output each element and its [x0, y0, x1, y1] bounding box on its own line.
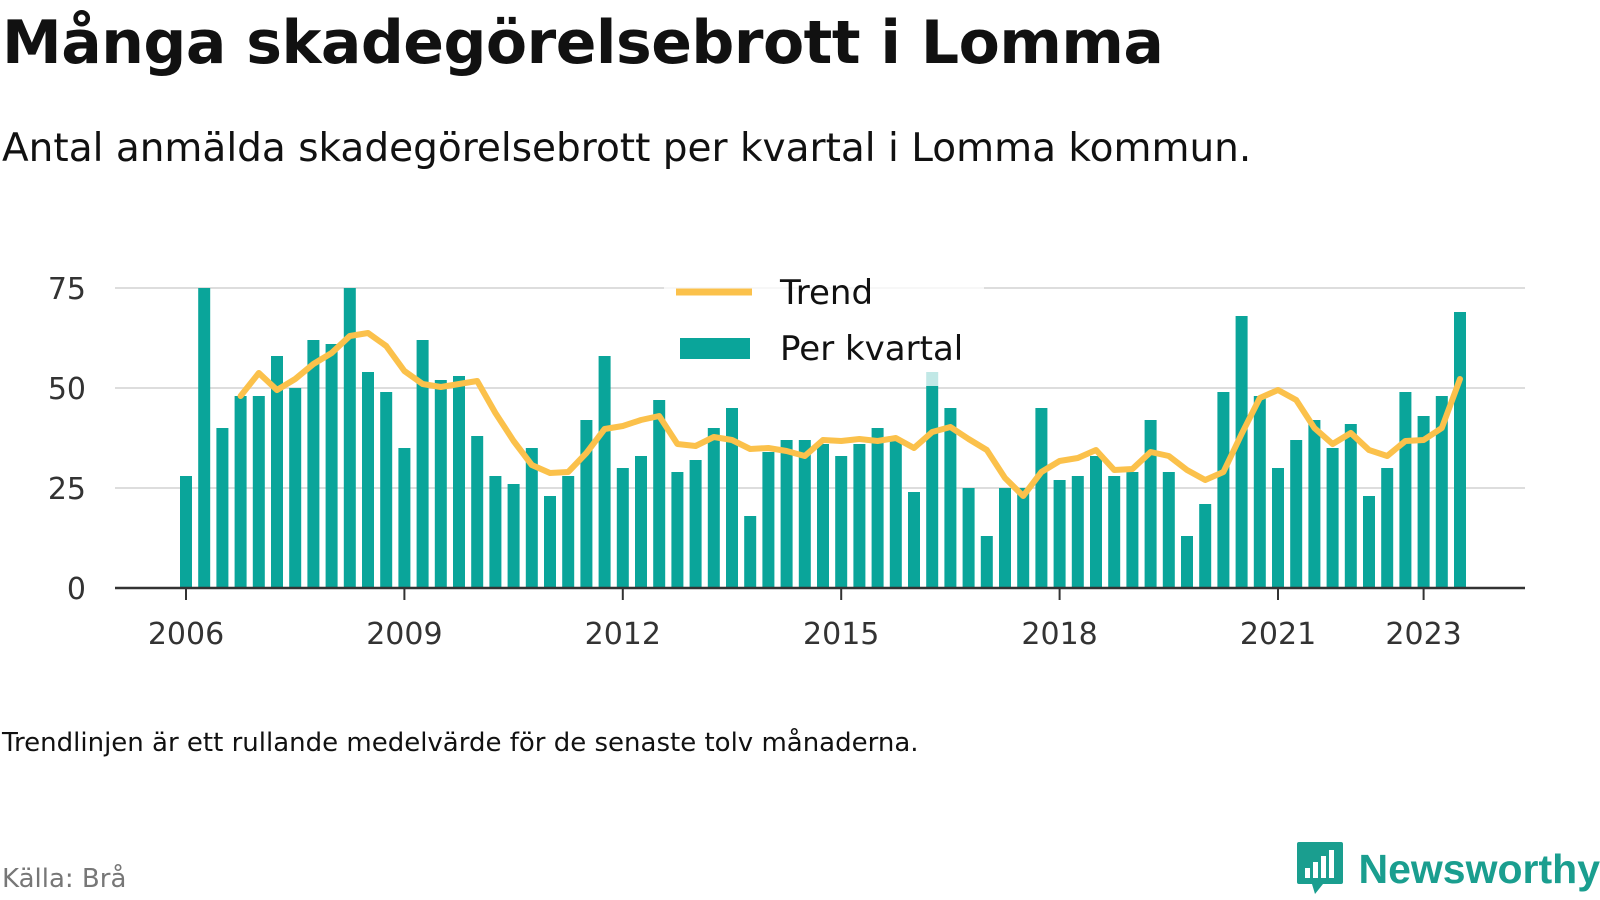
bar	[871, 428, 884, 588]
bar	[1199, 504, 1212, 588]
bar	[289, 388, 302, 588]
bar	[1363, 496, 1375, 588]
bar	[1126, 472, 1139, 588]
trend-line	[237, 330, 1463, 499]
bar	[1235, 316, 1248, 588]
bar	[653, 400, 666, 588]
bar	[544, 496, 556, 588]
bar	[234, 396, 247, 588]
x-axis	[115, 586, 1525, 600]
chart-title: Många skadegörelsebrott i Lomma	[2, 8, 1164, 78]
x-tick-labels: 2006 2009 2012 2015 2018 2021 2023	[148, 617, 1462, 652]
bar	[1071, 476, 1084, 588]
bar	[1326, 448, 1339, 588]
y-tick-label: 50	[48, 372, 86, 407]
bar	[525, 448, 538, 588]
bar	[726, 408, 738, 588]
bar	[853, 444, 866, 588]
bar	[1144, 420, 1157, 588]
bar	[1181, 536, 1193, 588]
bar	[744, 516, 757, 588]
bar	[635, 456, 647, 588]
bar	[689, 460, 702, 588]
bar	[380, 392, 393, 588]
legend-swatch-per-kvartal	[680, 338, 750, 359]
legend-label-trend: Trend	[779, 273, 873, 313]
footnote: Trendlinjen är ett rullande medelvärde f…	[2, 728, 919, 758]
bar	[999, 488, 1011, 588]
bar	[216, 428, 229, 588]
chart-subtitle: Antal anmälda skadegörelsebrott per kvar…	[2, 126, 1252, 171]
bar	[835, 456, 848, 588]
x-tick-label: 2009	[366, 617, 442, 652]
source-label: Källa: Brå	[2, 864, 127, 894]
bar	[198, 288, 211, 588]
bar	[1417, 416, 1430, 588]
brand-name: Newsworthy	[1358, 845, 1600, 892]
y-tick-label: 0	[67, 572, 86, 607]
bar	[1290, 440, 1303, 588]
bar	[926, 372, 939, 588]
brand-logo[interactable]: Newsworthy	[1295, 838, 1600, 900]
x-tick-label: 2015	[803, 617, 879, 652]
legend-label-per-kvartal: Per kvartal	[780, 329, 963, 369]
bar	[434, 380, 447, 588]
bar	[180, 476, 192, 588]
bar	[562, 476, 575, 588]
bar	[616, 468, 629, 588]
bar	[1017, 488, 1030, 588]
bar	[908, 492, 920, 588]
bar	[398, 448, 411, 588]
bar	[671, 472, 684, 588]
bar	[1454, 312, 1466, 588]
bar	[1381, 468, 1394, 588]
bar	[1308, 420, 1321, 588]
bar	[1344, 424, 1357, 588]
bar	[362, 372, 374, 588]
bar	[1399, 392, 1412, 588]
bar-series	[180, 288, 1466, 588]
bar	[1217, 392, 1230, 588]
x-tick-label: 2012	[585, 617, 661, 652]
bar	[507, 484, 520, 588]
y-tick-labels: 0 25 50 75	[48, 272, 86, 607]
bar	[1108, 476, 1121, 588]
bar	[1090, 456, 1102, 588]
bar	[307, 340, 320, 588]
x-tick-label: 2023	[1385, 617, 1461, 652]
bar	[1435, 396, 1448, 588]
bar	[944, 408, 957, 588]
newsworthy-logo-icon	[1296, 842, 1343, 894]
bar	[1035, 408, 1048, 588]
bar	[580, 420, 593, 588]
bar	[980, 536, 993, 588]
bar	[1162, 472, 1175, 588]
bar	[1272, 468, 1284, 588]
bar	[798, 440, 811, 588]
bar	[962, 488, 975, 588]
bar	[707, 428, 720, 588]
bar	[1053, 480, 1066, 588]
y-tick-label: 75	[48, 272, 86, 307]
bar	[817, 444, 829, 588]
bar	[598, 356, 611, 588]
bar	[489, 476, 502, 588]
bar	[271, 356, 283, 588]
legend: Trend Per kvartal	[664, 273, 984, 386]
bar	[471, 436, 484, 588]
bar	[780, 440, 793, 588]
bar	[252, 396, 265, 588]
bar	[1253, 396, 1266, 588]
bar	[889, 440, 902, 588]
y-tick-label: 25	[48, 472, 86, 507]
x-tick-label: 2006	[148, 617, 224, 652]
x-tick-label: 2018	[1021, 617, 1097, 652]
x-tick-label: 2021	[1240, 617, 1316, 652]
bar	[453, 376, 465, 588]
bar	[416, 340, 429, 588]
bar-line-chart: 2006 2009 2012 2015 2018 2021 2023 0 25 50 75 Tre…	[48, 272, 1525, 652]
bar	[762, 452, 775, 588]
bar	[343, 288, 356, 588]
bar	[325, 344, 338, 588]
